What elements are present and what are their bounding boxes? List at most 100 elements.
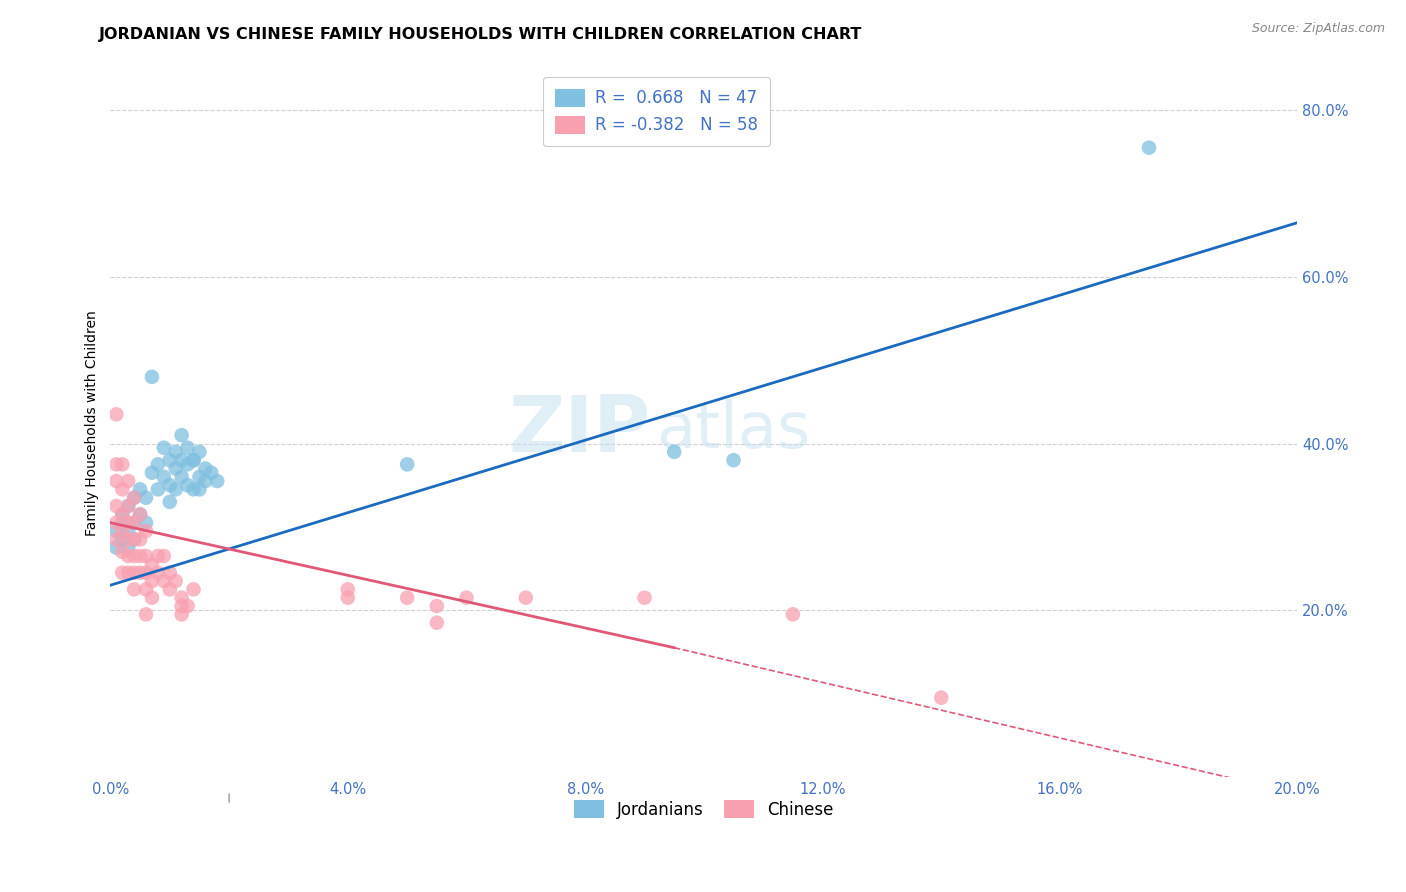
Point bbox=[105, 533, 128, 547]
Point bbox=[117, 566, 139, 580]
Point bbox=[111, 545, 134, 559]
Point bbox=[122, 549, 145, 563]
Point bbox=[782, 607, 804, 622]
Text: JORDANIAN VS CHINESE FAMILY HOUSEHOLDS WITH CHILDREN CORRELATION CHART: JORDANIAN VS CHINESE FAMILY HOUSEHOLDS W… bbox=[98, 27, 862, 42]
Point bbox=[170, 470, 193, 484]
Point bbox=[1137, 141, 1160, 155]
Point bbox=[200, 466, 222, 480]
Point bbox=[135, 582, 157, 597]
Point bbox=[111, 566, 134, 580]
Point bbox=[153, 549, 176, 563]
Point bbox=[105, 474, 128, 488]
Point bbox=[111, 524, 134, 538]
Point bbox=[117, 474, 139, 488]
Y-axis label: Family Households with Children: Family Households with Children bbox=[86, 310, 100, 535]
Point bbox=[146, 566, 169, 580]
Point bbox=[111, 508, 134, 522]
Point bbox=[159, 453, 181, 467]
Point bbox=[183, 582, 205, 597]
Point bbox=[122, 491, 145, 505]
Point bbox=[336, 582, 359, 597]
Point bbox=[111, 458, 134, 472]
Point bbox=[159, 566, 181, 580]
Point bbox=[117, 499, 139, 513]
Point bbox=[159, 582, 181, 597]
Point bbox=[117, 549, 139, 563]
Point bbox=[129, 533, 152, 547]
Point bbox=[105, 408, 128, 422]
Point bbox=[170, 453, 193, 467]
Point bbox=[141, 558, 163, 572]
Point bbox=[122, 566, 145, 580]
Point bbox=[515, 591, 537, 605]
Point bbox=[129, 508, 152, 522]
Point bbox=[188, 483, 211, 497]
Point bbox=[105, 499, 128, 513]
Point bbox=[135, 516, 157, 530]
Point bbox=[165, 483, 187, 497]
Point bbox=[194, 461, 217, 475]
Point bbox=[426, 615, 449, 630]
Point bbox=[111, 483, 134, 497]
Point bbox=[135, 549, 157, 563]
Point bbox=[165, 574, 187, 588]
Legend: Jordanians, Chinese: Jordanians, Chinese bbox=[567, 793, 841, 825]
Point bbox=[170, 599, 193, 613]
Point bbox=[117, 533, 139, 547]
Point bbox=[141, 591, 163, 605]
Point bbox=[153, 441, 176, 455]
Point bbox=[105, 516, 128, 530]
Point bbox=[105, 458, 128, 472]
Point bbox=[122, 533, 145, 547]
Point bbox=[122, 582, 145, 597]
Point bbox=[426, 599, 449, 613]
Point bbox=[146, 458, 169, 472]
Point bbox=[170, 591, 193, 605]
Point bbox=[929, 690, 952, 705]
Point bbox=[105, 541, 128, 555]
Point bbox=[141, 466, 163, 480]
Point bbox=[135, 491, 157, 505]
Point bbox=[122, 533, 145, 547]
Point bbox=[117, 499, 139, 513]
Point bbox=[141, 574, 163, 588]
Point bbox=[633, 591, 655, 605]
Point bbox=[153, 574, 176, 588]
Point bbox=[664, 445, 686, 459]
Point bbox=[135, 524, 157, 538]
Point bbox=[183, 483, 205, 497]
Point bbox=[396, 458, 419, 472]
Text: Source: ZipAtlas.com: Source: ZipAtlas.com bbox=[1251, 22, 1385, 36]
Point bbox=[153, 470, 176, 484]
Point bbox=[170, 607, 193, 622]
Point bbox=[159, 495, 181, 509]
Point bbox=[176, 599, 198, 613]
Point bbox=[129, 549, 152, 563]
Point bbox=[111, 508, 134, 522]
Point bbox=[135, 607, 157, 622]
Point bbox=[336, 591, 359, 605]
Point bbox=[117, 524, 139, 538]
Point bbox=[396, 591, 419, 605]
Point bbox=[122, 491, 145, 505]
Point bbox=[129, 508, 152, 522]
Point bbox=[165, 445, 187, 459]
Point bbox=[183, 453, 205, 467]
Point bbox=[146, 483, 169, 497]
Point bbox=[170, 428, 193, 442]
Point bbox=[165, 461, 187, 475]
Point bbox=[111, 516, 134, 530]
Point bbox=[188, 470, 211, 484]
Point bbox=[146, 549, 169, 563]
Point bbox=[176, 441, 198, 455]
Point bbox=[456, 591, 478, 605]
Point bbox=[176, 458, 198, 472]
Point bbox=[117, 541, 139, 555]
Text: atlas: atlas bbox=[657, 399, 811, 461]
Point bbox=[207, 474, 229, 488]
Point bbox=[122, 516, 145, 530]
Point bbox=[194, 474, 217, 488]
Point bbox=[105, 524, 128, 538]
Point bbox=[135, 566, 157, 580]
Text: ZIP: ZIP bbox=[508, 392, 651, 467]
